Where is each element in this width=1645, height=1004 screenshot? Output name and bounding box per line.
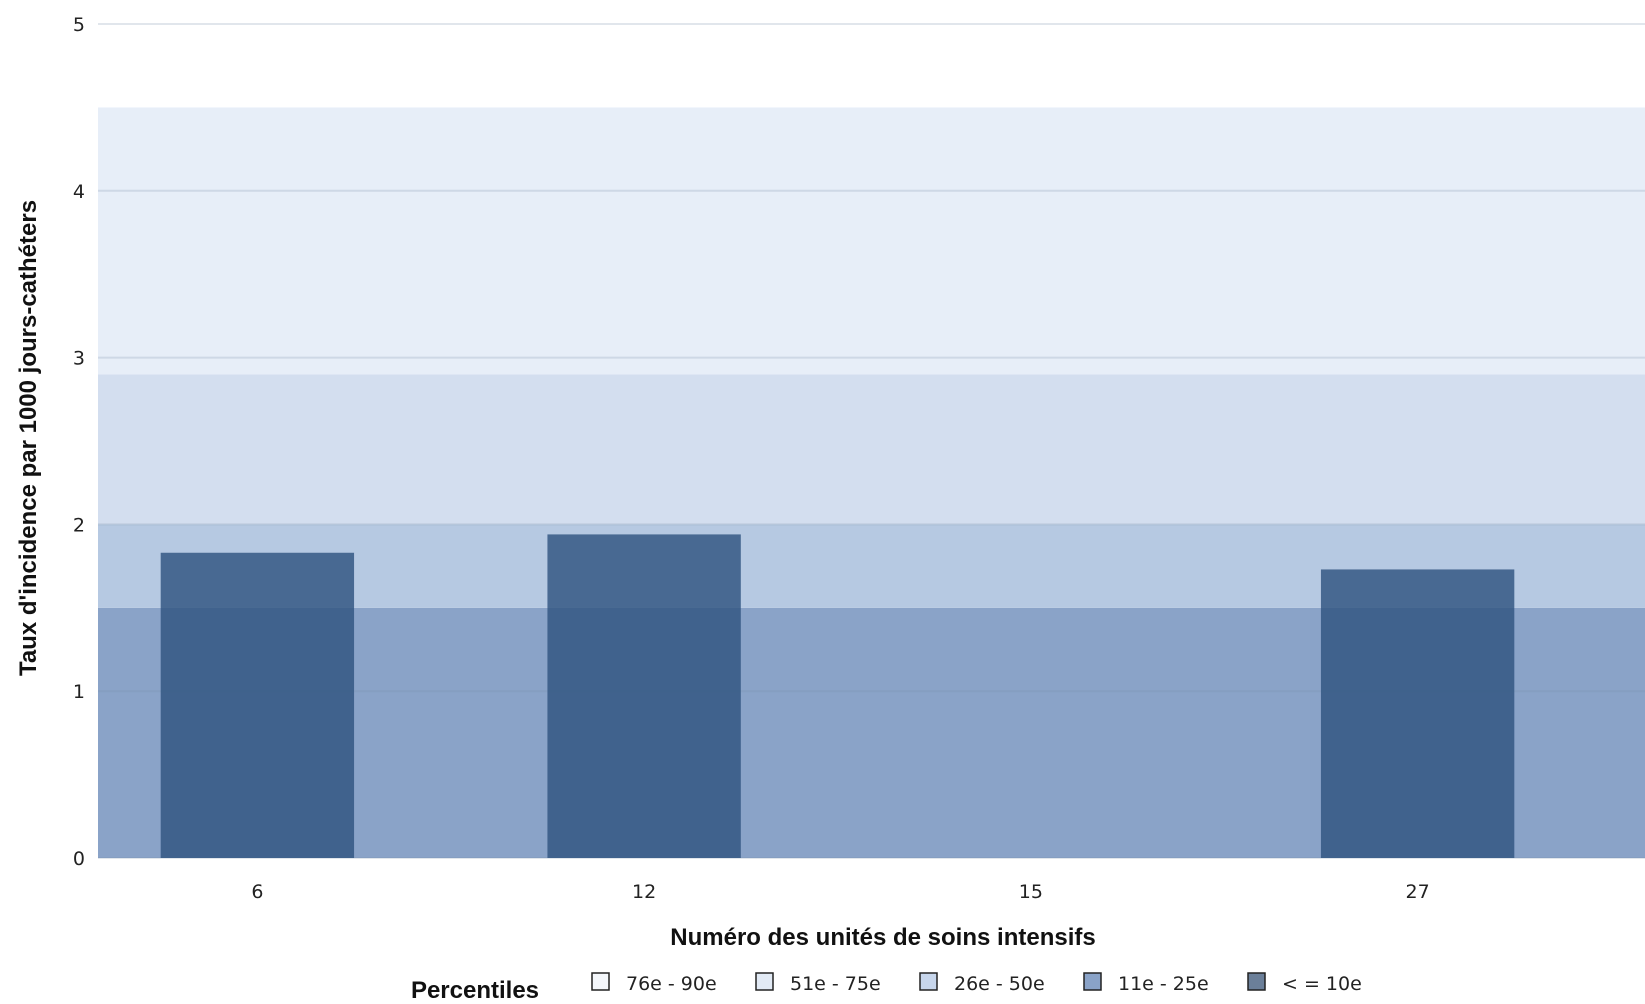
legend-title: Percentiles — [411, 977, 539, 1004]
bars — [160, 534, 1515, 858]
x-axis-ticks: 6 12 15 27 — [251, 881, 1429, 903]
x-tick-label-6: 6 — [251, 881, 263, 903]
legend-swatch-3 — [1083, 972, 1102, 991]
percentile-band-3 — [98, 107, 1645, 375]
y-tick-label-3: 3 — [73, 348, 85, 370]
bar-27 — [1320, 569, 1515, 858]
legend-label-2: 26e - 50e — [954, 973, 1045, 995]
legend-swatch-4 — [1247, 972, 1266, 991]
legend-swatch-0 — [591, 972, 610, 991]
legend-label-3: 11e - 25e — [1118, 973, 1209, 995]
legend-label-4: < = 10e — [1282, 973, 1362, 995]
y-axis-ticks: 0 1 2 3 4 5 — [73, 14, 85, 870]
x-axis-title: Numéro des unités de soins intensifs — [670, 924, 1095, 951]
y-axis-title: Taux d'incidence par 1000 jours-cathéter… — [15, 200, 42, 676]
x-tick-label-27: 27 — [1406, 881, 1430, 903]
legend: Percentiles 76e - 90e 51e - 75e 26e - 50e 1… — [411, 972, 1362, 1004]
bar-12 — [547, 534, 741, 858]
percentile-band-2 — [98, 374, 1645, 525]
legend-items: 76e - 90e 51e - 75e 26e - 50e 11e - 25e < = … — [591, 972, 1362, 995]
legend-swatch-1 — [755, 972, 774, 991]
legend-swatch-2 — [919, 972, 938, 991]
percentile-band-4 — [98, 24, 1645, 108]
y-tick-label-5: 5 — [73, 14, 85, 36]
y-tick-label-0: 0 — [73, 848, 85, 870]
gridlines — [98, 23, 1645, 859]
y-tick-label-4: 4 — [73, 181, 85, 203]
legend-label-1: 51e - 75e — [790, 973, 881, 995]
bar-6 — [160, 552, 355, 858]
y-tick-label-1: 1 — [73, 681, 85, 703]
legend-label-0: 76e - 90e — [626, 973, 717, 995]
y-tick-label-2: 2 — [73, 514, 85, 536]
x-tick-label-12: 12 — [632, 881, 656, 903]
x-tick-label-15: 15 — [1019, 881, 1043, 903]
